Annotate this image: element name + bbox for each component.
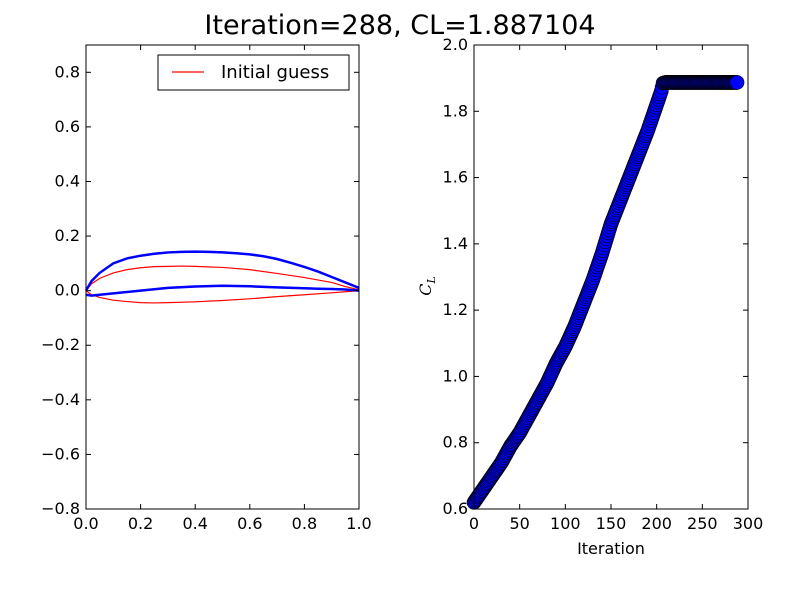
y-tick-label: 1.8 (443, 101, 468, 120)
cl-x-axis-label: Iteration (577, 539, 645, 558)
cl-y-axis-label: CL (416, 276, 438, 296)
cl-plot-area (466, 75, 745, 510)
cl-ticks: 0 50 100 150 200 250 300 0.6 0.8 1.0 1.2 1.4 1.6 1.8 2… (443, 35, 764, 533)
y-tick-label: 1.6 (443, 168, 468, 187)
y-tick-label: 1.4 (443, 234, 468, 253)
y-tick-label: 0.0 (55, 281, 80, 300)
x-tick-label: 250 (687, 514, 718, 533)
legend-label-initial-guess: Initial guess (221, 62, 329, 83)
y-tick-label: −0.6 (41, 444, 80, 463)
x-tick-label: 300 (733, 514, 764, 533)
x-tick-label: 0.2 (128, 514, 153, 533)
x-tick-label: 0.4 (182, 514, 207, 533)
y-tick-label: 0.8 (443, 433, 468, 452)
y-tick-label: 1.2 (443, 300, 468, 319)
y-tick-label: −0.4 (41, 390, 80, 409)
airfoil-ticks: 0.0 0.2 0.4 0.6 0.8 1.0 −0.8 −0.6 −0.4 −0.2 0.0 0.2… (41, 45, 372, 533)
y-tick-label: 0.6 (55, 117, 80, 136)
cl-history-panel: 0 50 100 150 200 250 300 0.6 0.8 1.0 1.2 1.4 1.6 1.8 2… (416, 35, 763, 558)
y-tick-label: 0.2 (55, 226, 80, 245)
x-tick-label: 50 (509, 514, 529, 533)
initial-guess-lower-surface-line (85, 290, 360, 304)
airfoil-legend: Initial guess (157, 54, 350, 91)
x-tick-label: 0.8 (292, 514, 317, 533)
optimized-upper-surface-line (84, 250, 360, 292)
y-tick-label: 0.4 (55, 171, 80, 190)
x-tick-label: 0.6 (237, 514, 262, 533)
y-tick-label: 0.6 (443, 499, 468, 518)
x-tick-label: 150 (596, 514, 627, 533)
airfoil-panel: 0.0 0.2 0.4 0.6 0.8 1.0 −0.8 −0.6 −0.4 −0.2 0.0 0.2… (41, 44, 372, 533)
x-tick-label: 0.0 (73, 514, 98, 533)
y-tick-label: −0.8 (41, 499, 80, 518)
x-tick-label: 1.0 (346, 514, 371, 533)
cl-data-point (729, 75, 745, 90)
y-tick-label: −0.2 (41, 335, 80, 354)
y-tick-label: 0.8 (55, 62, 80, 81)
airfoil-axes-frame (85, 44, 360, 510)
x-tick-label: 100 (550, 514, 581, 533)
airfoil-plot-area (84, 250, 360, 304)
y-tick-label: 2.0 (443, 35, 468, 54)
y-tick-label: 1.0 (443, 366, 468, 385)
x-tick-label: 0 (469, 514, 479, 533)
optimized-lower-surface-line (85, 284, 360, 297)
initial-guess-upper-surface-line (85, 265, 360, 292)
figure-title: Iteration=288, CL=1.887104 (204, 10, 595, 41)
x-tick-label: 200 (641, 514, 672, 533)
